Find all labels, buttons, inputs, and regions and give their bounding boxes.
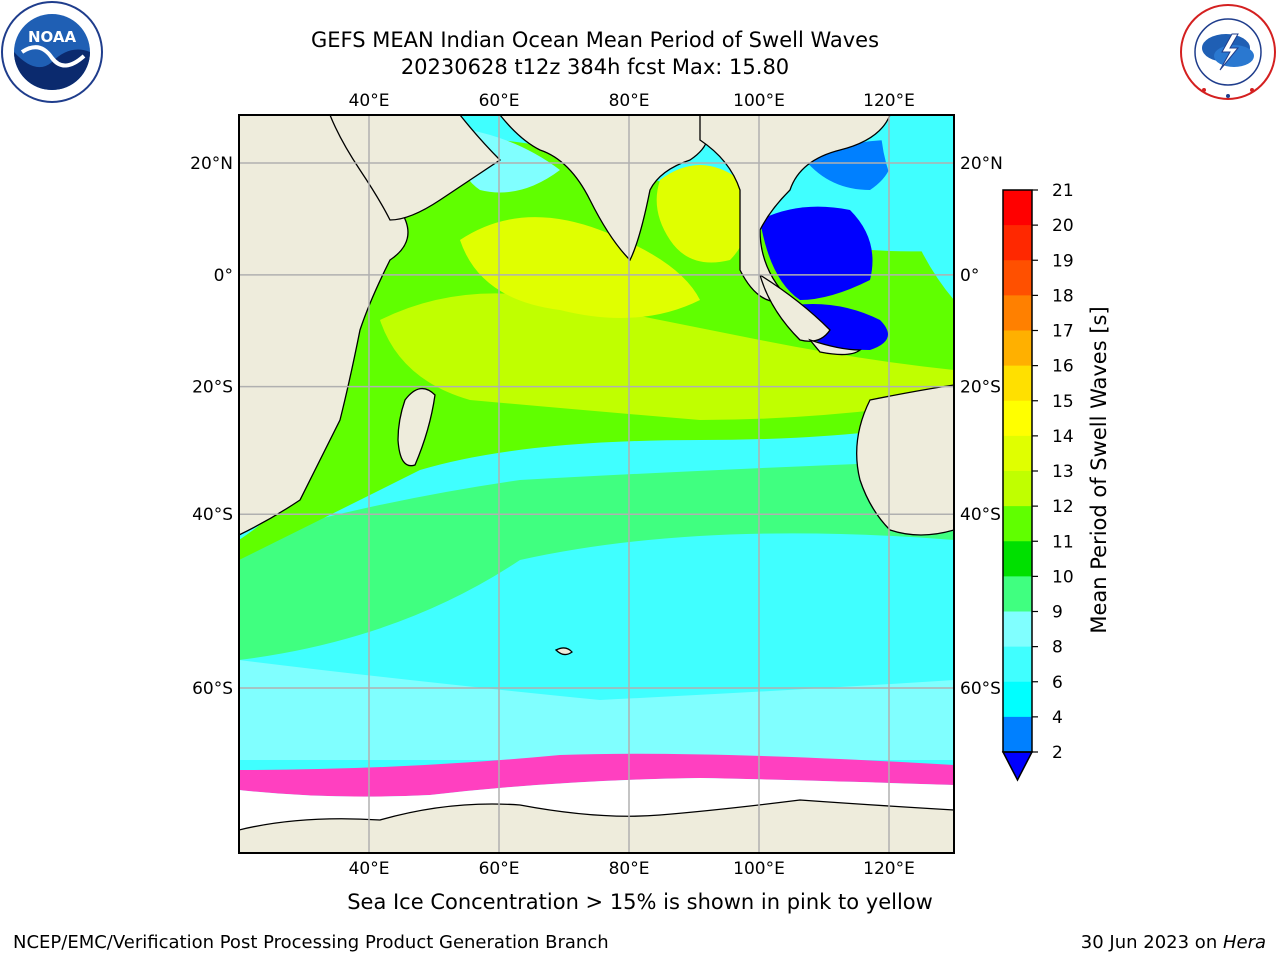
lon-tick-label-bottom: 40°E	[349, 859, 390, 879]
lat-tick-label-left: 0°	[214, 266, 233, 286]
ocean-field-mid	[239, 460, 954, 660]
sea-ice-edge	[239, 753, 954, 797]
map-plot-area	[239, 115, 954, 853]
svg-text:NOAA: NOAA	[28, 28, 77, 46]
colorbar-bin	[1003, 611, 1032, 648]
lon-tick-label-top: 80°E	[609, 91, 650, 111]
colorbar: 2 4 6 8 9 10 11 12 13 14 15 16 17 18 19 20 21	[1001, 181, 1074, 782]
lon-tick-label-top: 60°E	[479, 91, 520, 111]
footer-date-text: 30 Jun 2023 on	[1080, 932, 1223, 953]
colorbar-bin	[1003, 260, 1032, 296]
nws-logo-icon	[1178, 2, 1278, 102]
colorbar-tick-label: 19	[1052, 251, 1074, 271]
lat-tick-label-left: 20°S	[192, 378, 233, 398]
colorbar-bin	[1003, 576, 1032, 612]
longitude-labels: 40°E 40°E 60°E 60°E 80°E 80°E 100°E 100°E 120°E 1…	[349, 91, 915, 879]
lon-tick-label-bottom: 100°E	[733, 859, 785, 879]
ocean-field-peak	[460, 217, 700, 318]
colorbar-label: Mean Period of Swell Waves [s]	[1087, 306, 1111, 633]
lon-tick-label-top: 120°E	[863, 91, 915, 111]
colorbar-bin	[1003, 541, 1032, 577]
colorbar-bin	[1003, 330, 1032, 367]
lat-tick-label-right: 20°N	[960, 154, 1003, 174]
arabia-landmass	[329, 115, 502, 221]
lat-tick-label-right: 60°S	[960, 679, 1001, 699]
colorbar-extend-min	[1001, 751, 1034, 782]
colorbar-tick-label: 2	[1052, 743, 1063, 763]
kerguelen-island	[554, 647, 573, 656]
colorbar-tick-label: 15	[1052, 392, 1074, 412]
lon-tick-label-bottom: 120°E	[863, 859, 915, 879]
colorbar-tick-label: 6	[1052, 673, 1063, 693]
footer-date: 30 Jun 2023 on Hera	[1081, 932, 1266, 953]
footer-host: Hera	[1222, 932, 1266, 953]
lat-tick-label-left: 40°S	[192, 505, 233, 525]
australia-landmass	[856, 384, 954, 536]
lat-tick-label-left: 60°S	[192, 679, 233, 699]
colorbar-tick-label: 14	[1052, 427, 1074, 447]
india-landmass	[499, 115, 709, 262]
colorbar-tick-label: 13	[1052, 462, 1074, 482]
footer-credit: NCEP/EMC/Verification Post Processing Pr…	[13, 932, 609, 953]
ocean-field-long-period	[380, 293, 954, 420]
lon-tick-label-bottom: 80°E	[609, 859, 650, 879]
colorbar-bin	[1003, 646, 1032, 683]
sumatra-landmass	[758, 273, 831, 342]
madagascar-landmass	[397, 388, 436, 467]
colorbar-bin	[1003, 365, 1032, 402]
colorbar-bin	[1003, 435, 1032, 472]
latitude-labels: 20°N 20°N 0° 0° 20°S 20°S 40°S 40°S 60°S 60°S	[190, 154, 1003, 699]
noaa-logo-icon: NOAA	[1, 1, 103, 103]
lat-tick-label-right: 40°S	[960, 505, 1001, 525]
lat-tick-label-right: 0°	[960, 266, 979, 286]
java-landmass	[808, 338, 862, 356]
colorbar-bin	[1003, 225, 1032, 261]
colorbar-tick-label: 12	[1052, 497, 1074, 517]
graticule	[239, 115, 954, 853]
colorbar-tick-label: 18	[1052, 286, 1074, 306]
colorbar-bin	[1003, 190, 1032, 226]
colorbar-bin	[1003, 716, 1032, 753]
lon-tick-label-top: 40°E	[349, 91, 390, 111]
colorbar-bin	[1003, 400, 1032, 437]
colorbar-tick-label: 17	[1052, 322, 1074, 342]
lon-tick-label-bottom: 60°E	[479, 859, 520, 879]
colorbar-tick-label: 9	[1052, 603, 1063, 623]
colorbar-tick-label: 20	[1052, 216, 1074, 236]
chart-subtitle: 20230628 t12z 384h fcst Max: 15.80	[400, 55, 790, 79]
south-china-sea-field	[760, 206, 873, 300]
antarctica-landmass	[239, 799, 954, 853]
colorbar-bin	[1003, 506, 1032, 542]
chart-title: GEFS MEAN Indian Ocean Mean Period of Sw…	[310, 28, 880, 52]
colorbar-bin	[1003, 471, 1032, 507]
pacific-field	[880, 115, 954, 300]
colorbar-bin	[1003, 295, 1032, 331]
bay-of-bengal-field	[656, 165, 748, 263]
colorbar-tick-label: 16	[1052, 357, 1074, 377]
map-frame	[238, 114, 955, 854]
colorbar-tick-label: 4	[1052, 708, 1063, 728]
southeast-asia-landmass	[699, 115, 891, 303]
colorbar-tick-label: 21	[1052, 181, 1074, 201]
colorbar-tick-label: 11	[1052, 532, 1074, 552]
southern-ocean-field	[239, 660, 954, 760]
colorbar-tick-label: 10	[1052, 567, 1074, 587]
colorbar-bin	[1003, 681, 1032, 718]
lat-tick-label-left: 20°N	[190, 154, 233, 174]
sea-ice-caption: Sea Ice Concentration > 15% is shown in …	[347, 890, 933, 914]
lat-tick-label-right: 20°S	[960, 378, 1001, 398]
colorbar-tick-label: 8	[1052, 638, 1063, 658]
lon-tick-label-top: 100°E	[733, 91, 785, 111]
